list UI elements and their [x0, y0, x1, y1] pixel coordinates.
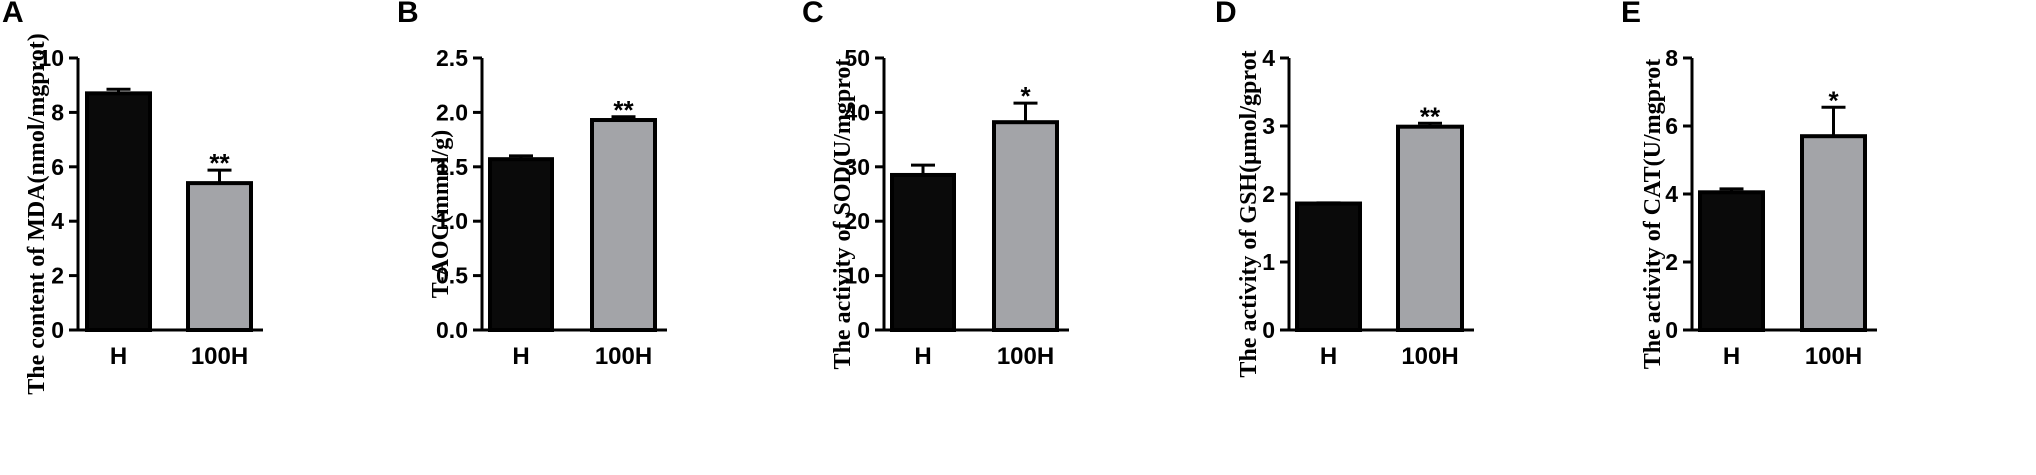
y-tick-label: 8: [1665, 45, 1678, 71]
y-tick-label: 2: [1262, 181, 1275, 207]
y-tick-label: 2.0: [436, 99, 468, 125]
panel-label: B: [397, 0, 419, 29]
chart-panel-e: E 0 2 4 6 8 H * 100H The activity of CAT(U/mgprot: [1621, 0, 1877, 370]
y-tick-label: 3: [1262, 113, 1275, 139]
y-axis-title: The activity of SOD(U/mgprot: [830, 59, 856, 370]
y-tick-label: 20: [844, 208, 870, 234]
y-tick-label: 0: [1262, 317, 1275, 343]
bar-h: [1295, 201, 1362, 333]
y-tick-label: 6: [51, 154, 64, 180]
y-tick-label: 0: [1665, 317, 1678, 343]
x-category-label: 100H: [1401, 343, 1458, 370]
y-tick-label: 40: [844, 99, 870, 125]
significance-marker: **: [613, 95, 634, 125]
y-tick-label: 6: [1665, 113, 1678, 139]
bar-100h: [186, 181, 253, 332]
y-tick-label: 0: [857, 317, 870, 343]
chart-panel-b: B 0.0 0.5 1.0 1.5 2.0 2.5 H ** 100H T-AOC(mmol/g): [397, 0, 667, 370]
y-tick-label: 0: [51, 317, 64, 343]
y-tick-label: 0.5: [436, 263, 468, 289]
x-category-label: 100H: [595, 343, 652, 370]
x-category-label: 100H: [997, 343, 1054, 370]
y-tick-label: 1: [1262, 249, 1275, 275]
y-axis-title: The content of MDA(nmol/mgprot): [24, 33, 50, 395]
bar-h: [488, 157, 554, 332]
significance-marker: **: [1420, 101, 1441, 131]
panel-label: A: [2, 0, 24, 29]
panel-label: D: [1215, 0, 1237, 29]
significance-marker: **: [209, 148, 230, 178]
x-category-label: 100H: [1805, 343, 1862, 370]
y-tick-label: 4: [1262, 45, 1275, 71]
bar-h: [1698, 190, 1765, 332]
y-tick-label: 1.0: [436, 208, 468, 234]
y-tick-label: 30: [844, 154, 870, 180]
x-category-label: H: [512, 343, 529, 370]
y-tick-label: 0.0: [436, 317, 468, 343]
bar-100h: [992, 120, 1059, 332]
y-tick-label: 10: [844, 263, 870, 289]
y-tick-label: 2: [1665, 249, 1678, 275]
significance-marker: *: [1828, 85, 1839, 115]
chart-panel-d: D 0 1 2 3 4 H ** 100H The activity of GSH(μmol/gp…: [1215, 0, 1474, 378]
chart-panel-a: A 0 2 4 6 8 10 H ** 100H The content of MDA(nmol/m…: [2, 0, 263, 395]
y-axis-title: The activity of GSH(μmol/gprot: [1236, 50, 1262, 377]
y-tick-label: 2.5: [436, 45, 468, 71]
x-category-label: H: [1723, 343, 1740, 370]
y-tick-label: 50: [844, 45, 870, 71]
y-axis-title: The activity of CAT(U/mgprot: [1640, 59, 1666, 369]
x-category-label: 100H: [191, 343, 248, 370]
x-category-label: H: [1320, 343, 1337, 370]
bar-100h: [590, 118, 657, 332]
y-tick-label: 2: [51, 263, 64, 289]
y-axis-title: T-AOC(mmol/g): [428, 130, 454, 298]
y-tick-label: 4: [51, 208, 64, 234]
bar-100h: [1800, 134, 1867, 332]
chart-panel-c: C 0 10 20 30 40 50 H * 100H The activity of SOD(U/…: [802, 0, 1069, 370]
y-tick-label: 10: [38, 45, 64, 71]
y-tick-label: 4: [1665, 181, 1678, 207]
bar-100h: [1396, 124, 1464, 333]
y-tick-label: 8: [51, 99, 64, 125]
x-category-label: H: [110, 343, 127, 370]
panel-label: C: [802, 0, 824, 29]
bar-h: [890, 172, 956, 332]
panel-label: E: [1621, 0, 1641, 29]
bar-h: [85, 91, 152, 332]
significance-marker: *: [1020, 81, 1031, 111]
x-category-label: H: [914, 343, 931, 370]
y-tick-label: 1.5: [436, 154, 468, 180]
